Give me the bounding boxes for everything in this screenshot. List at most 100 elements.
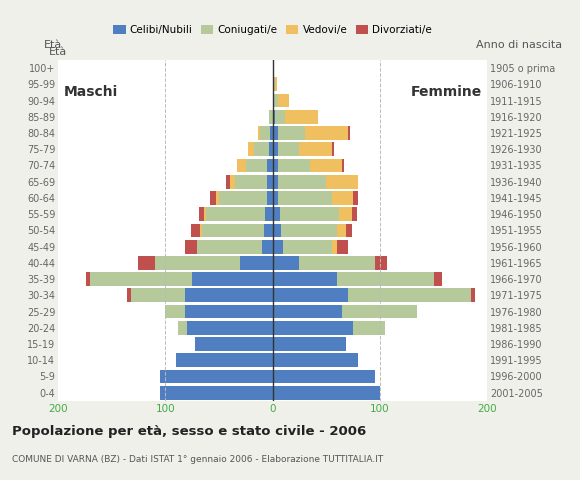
Bar [204, 207, 206, 221]
Bar [278, 191, 332, 205]
Bar [216, 191, 219, 205]
Bar [154, 256, 241, 270]
Text: Anno di nascita: Anno di nascita [477, 40, 563, 50]
Bar [278, 158, 310, 172]
Bar [90, 272, 192, 286]
Bar [273, 337, 346, 351]
Bar [184, 240, 197, 253]
Bar [267, 158, 273, 172]
Bar [275, 110, 285, 124]
Bar [237, 158, 246, 172]
Bar [346, 224, 352, 237]
Bar [280, 207, 339, 221]
Bar [273, 240, 284, 253]
Bar [342, 305, 418, 318]
Bar [139, 256, 154, 270]
Bar [275, 77, 277, 91]
Bar [265, 207, 273, 221]
Bar [269, 143, 273, 156]
Bar [348, 288, 471, 302]
Bar [260, 126, 270, 140]
Bar [273, 288, 348, 302]
Bar [352, 207, 357, 221]
Bar [178, 321, 187, 335]
Text: Età: Età [44, 40, 61, 50]
Bar [184, 305, 273, 318]
Bar [284, 240, 332, 253]
Bar [206, 207, 265, 221]
Bar [200, 224, 202, 237]
Bar [332, 240, 337, 253]
Bar [273, 94, 278, 108]
Bar [278, 126, 305, 140]
Bar [202, 224, 264, 237]
Bar [337, 224, 346, 237]
Legend: Celibi/Nubili, Coniugati/e, Vedovi/e, Divorziati/e: Celibi/Nubili, Coniugati/e, Vedovi/e, Di… [109, 21, 436, 39]
Bar [241, 256, 273, 270]
Bar [198, 207, 204, 221]
Text: Età: Età [49, 47, 67, 57]
Bar [226, 175, 230, 189]
Bar [160, 370, 273, 384]
Bar [326, 175, 358, 189]
Bar [273, 353, 358, 367]
Bar [262, 240, 273, 253]
Bar [191, 224, 200, 237]
Bar [267, 175, 273, 189]
Bar [230, 175, 235, 189]
Bar [273, 256, 299, 270]
Bar [273, 143, 278, 156]
Bar [267, 191, 273, 205]
Bar [273, 175, 278, 189]
Bar [192, 272, 273, 286]
Bar [299, 143, 332, 156]
Bar [353, 191, 358, 205]
Bar [273, 158, 278, 172]
Bar [299, 256, 375, 270]
Bar [255, 143, 269, 156]
Text: Femmine: Femmine [411, 85, 482, 99]
Bar [176, 353, 273, 367]
Bar [195, 337, 273, 351]
Bar [285, 110, 318, 124]
Text: Popolazione per età, sesso e stato civile - 2006: Popolazione per età, sesso e stato civil… [12, 425, 366, 438]
Bar [219, 191, 267, 205]
Bar [339, 207, 352, 221]
Bar [273, 110, 275, 124]
Bar [348, 126, 350, 140]
Bar [269, 110, 273, 124]
Bar [310, 158, 342, 172]
Bar [332, 191, 353, 205]
Bar [264, 224, 273, 237]
Bar [187, 321, 273, 335]
Bar [273, 370, 375, 384]
Bar [273, 77, 275, 91]
Bar [126, 288, 131, 302]
Bar [278, 94, 289, 108]
Bar [131, 288, 184, 302]
Text: COMUNE DI VARNA (BZ) - Dati ISTAT 1° gennaio 2006 - Elaborazione TUTTITALIA.IT: COMUNE DI VARNA (BZ) - Dati ISTAT 1° gen… [12, 455, 383, 464]
Bar [337, 272, 434, 286]
Bar [184, 288, 273, 302]
Bar [471, 288, 476, 302]
Bar [258, 126, 260, 140]
Bar [337, 240, 348, 253]
Bar [165, 305, 184, 318]
Bar [273, 126, 278, 140]
Bar [273, 224, 281, 237]
Bar [160, 386, 273, 399]
Bar [86, 272, 90, 286]
Bar [246, 158, 267, 172]
Bar [434, 272, 442, 286]
Bar [273, 321, 353, 335]
Bar [235, 175, 267, 189]
Bar [273, 272, 337, 286]
Bar [375, 256, 387, 270]
Bar [248, 143, 255, 156]
Bar [273, 207, 280, 221]
Bar [270, 126, 273, 140]
Bar [332, 143, 334, 156]
Bar [353, 321, 385, 335]
Bar [273, 191, 278, 205]
Bar [305, 126, 348, 140]
